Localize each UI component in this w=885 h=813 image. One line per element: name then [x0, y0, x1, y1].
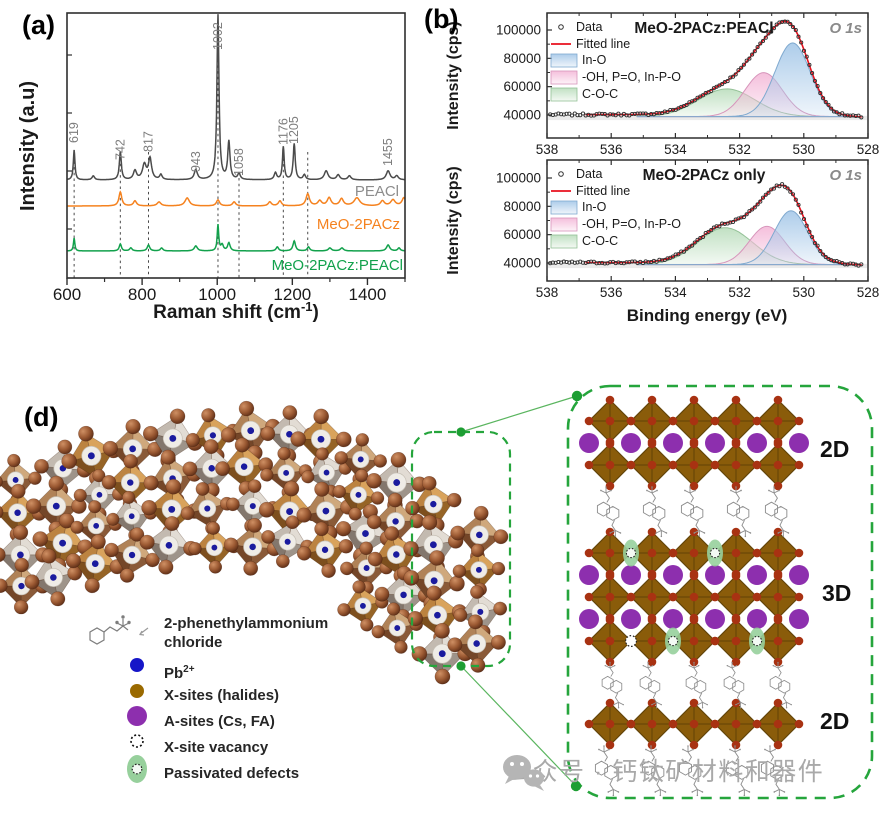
svg-text:536: 536 — [600, 285, 623, 300]
svg-text:MeO-2PACz only: MeO-2PACz only — [643, 167, 766, 184]
panel-a-label: (a) — [22, 10, 55, 40]
svg-text:742: 742 — [113, 139, 127, 160]
svg-text:619: 619 — [67, 122, 81, 143]
svg-text:817: 817 — [141, 131, 155, 152]
xps-bottom-plot: 538 536 534 532 530 528 40000 60000 80000 100000 M… — [445, 159, 880, 325]
svg-text:532: 532 — [728, 142, 751, 157]
raman-plot: PEACl MeO-2PACz MeO-2PACz:PEACl 600 800 1000 1… — [17, 12, 406, 323]
legend-item-defects: Passivated defects — [164, 765, 300, 782]
legend-item-pea: 2-phenethylammonium chloride — [164, 615, 329, 651]
svg-text:C-O-C: C-O-C — [582, 234, 618, 248]
svg-text:532: 532 — [728, 285, 751, 300]
svg-text:536: 536 — [600, 142, 623, 157]
perovskite-3d-render — [0, 400, 509, 685]
svg-text:600: 600 — [53, 285, 81, 304]
vacancy-icon — [130, 734, 144, 748]
svg-text:80000: 80000 — [503, 199, 541, 214]
svg-text:In-O: In-O — [582, 200, 607, 214]
svg-text:-OH, P=O, In-P-O: -OH, P=O, In-P-O — [582, 217, 681, 231]
svg-text:Intensity (cps): Intensity (cps) — [445, 166, 462, 274]
asite-icon — [127, 706, 147, 726]
svg-text:1205: 1205 — [287, 116, 301, 144]
svg-text:Fitted line: Fitted line — [576, 37, 630, 51]
legend-item-asites: A-sites (Cs, FA) — [164, 713, 275, 730]
svg-text:Data: Data — [576, 167, 602, 181]
svg-text:60000: 60000 — [503, 227, 541, 242]
legend-item-xsites: X-sites (halides) — [164, 687, 280, 704]
svg-text:Fitted line: Fitted line — [576, 184, 630, 198]
svg-text:Intensity (cps): Intensity (cps) — [445, 21, 462, 129]
svg-text:Raman shift (cm-1): Raman shift (cm-1) — [153, 299, 319, 323]
svg-text:80000: 80000 — [503, 51, 541, 66]
xps-charts: 538 536 534 532 530 528 40000 60000 80000 100000 M… — [445, 12, 880, 325]
legend-item-pb: Pb2+ — [164, 664, 195, 682]
svg-text:534: 534 — [664, 285, 687, 300]
svg-text:528: 528 — [857, 285, 880, 300]
svg-text:O 1s: O 1s — [829, 167, 862, 184]
svg-text:In-O: In-O — [582, 53, 607, 67]
zoom-label-2d-bottom: 2D — [820, 708, 850, 734]
svg-text:-OH, P=O, In-P-O: -OH, P=O, In-P-O — [582, 70, 681, 84]
svg-text:943: 943 — [189, 151, 203, 172]
zoom-label-2d-top: 2D — [820, 436, 850, 462]
wechat-icon — [503, 755, 544, 791]
svg-text:MeO-2PACz:PEACl: MeO-2PACz:PEACl — [634, 20, 773, 37]
svg-text:60000: 60000 — [503, 79, 541, 94]
svg-text:1002: 1002 — [211, 22, 225, 50]
svg-text:O 1s: O 1s — [829, 20, 862, 37]
defect-icon — [127, 755, 147, 783]
svg-text:Data: Data — [576, 20, 602, 34]
panel-d-label: (d) — [24, 402, 59, 432]
svg-text:100000: 100000 — [496, 23, 541, 38]
svg-text:800: 800 — [128, 285, 156, 304]
svg-text:PEACl: PEACl — [355, 183, 399, 200]
svg-text:1455: 1455 — [381, 138, 395, 166]
watermark-text: 公众号 · 钙钛矿材料和器件 — [506, 758, 825, 786]
svg-text:MeO-2PACz: MeO-2PACz — [317, 216, 400, 233]
svg-text:MeO-2PACz:PEACl: MeO-2PACz:PEACl — [272, 257, 403, 274]
svg-text:C-O-C: C-O-C — [582, 87, 618, 101]
svg-text:1176: 1176 — [276, 118, 290, 145]
svg-text:530: 530 — [793, 142, 816, 157]
zoom-label-3d: 3D — [822, 580, 852, 606]
pea-molecule-icon — [89, 615, 149, 645]
svg-text:528: 528 — [857, 142, 880, 157]
xsite-icon — [130, 684, 144, 698]
xps-top-plot: 538 536 534 532 530 528 40000 60000 80000 100000 M… — [445, 12, 880, 157]
svg-text:538: 538 — [536, 285, 559, 300]
raman-chart: PEACl MeO-2PACz MeO-2PACz:PEACl 600 800 1000 1… — [17, 12, 406, 323]
svg-text:1058: 1058 — [232, 148, 246, 176]
svg-text:534: 534 — [664, 142, 687, 157]
panel-b-label: (b) — [424, 4, 459, 34]
legend-item-vacancy: X-site vacancy — [164, 739, 269, 756]
svg-text:530: 530 — [793, 285, 816, 300]
svg-text:1000: 1000 — [198, 285, 236, 304]
svg-text:1200: 1200 — [273, 285, 311, 304]
watermark: 公众号 · 钙钛矿材料和器件 — [500, 752, 825, 791]
layer-schematic — [579, 395, 809, 797]
svg-text:40000: 40000 — [503, 108, 541, 123]
svg-text:40000: 40000 — [503, 256, 541, 271]
svg-text:1400: 1400 — [349, 285, 387, 304]
svg-text:Binding energy (eV): Binding energy (eV) — [627, 306, 788, 325]
pb-icon — [130, 658, 144, 672]
svg-text:Intensity (a.u): Intensity (a.u) — [17, 81, 39, 211]
svg-text:538: 538 — [536, 142, 559, 157]
svg-text:100000: 100000 — [496, 171, 541, 186]
